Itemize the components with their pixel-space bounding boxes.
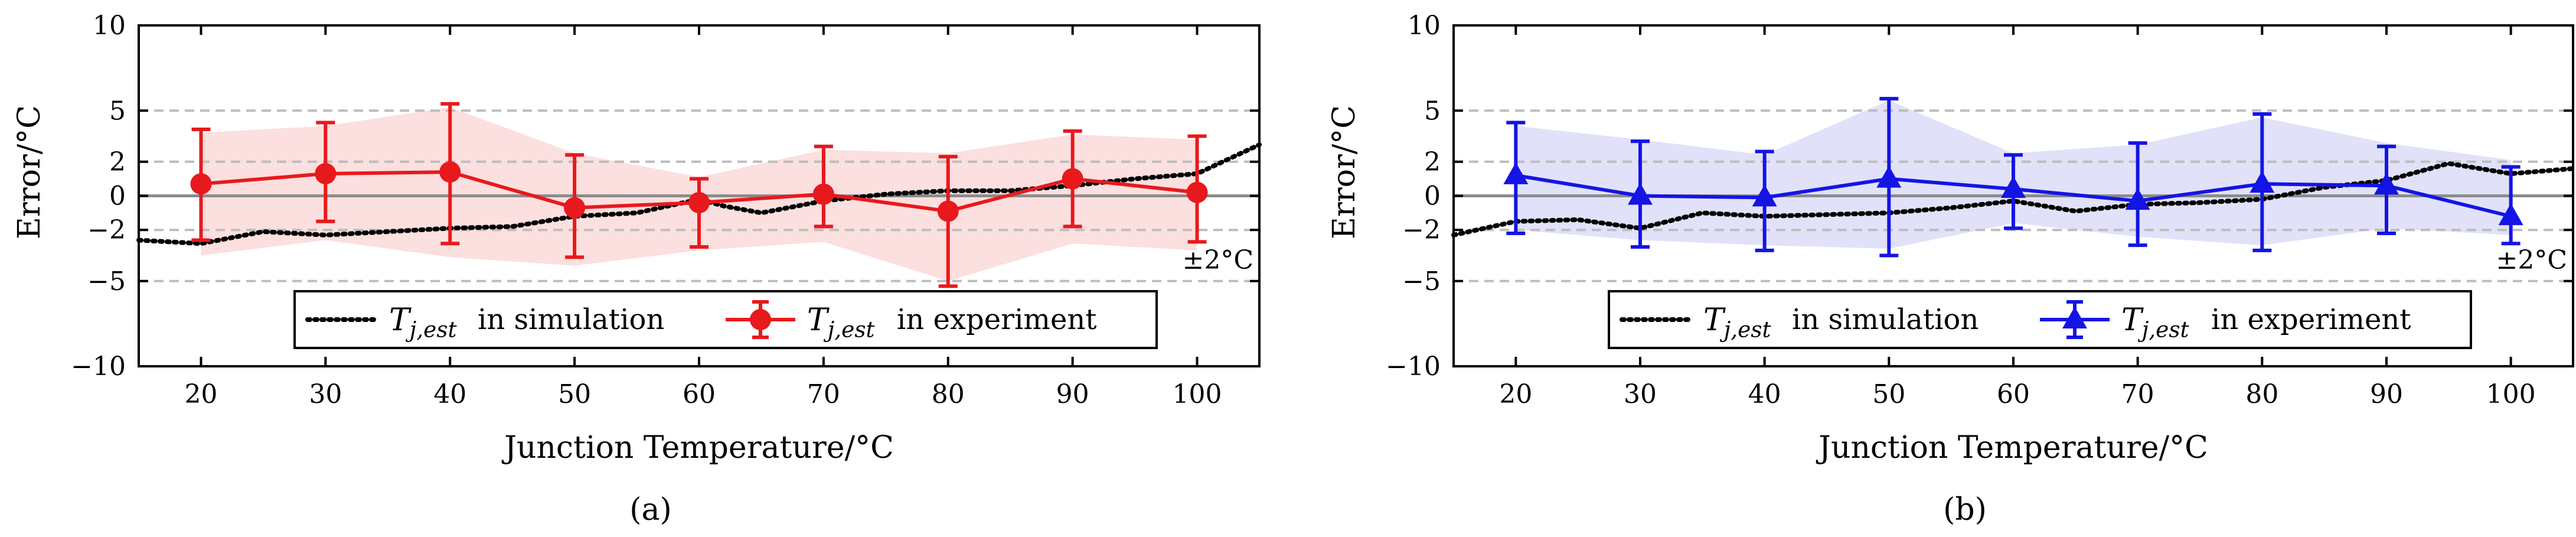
panel-b: −10 −5 −2 0 2 5 10 20 30 40 50 60 70 80 90 100 Junction …: [1327, 11, 2575, 466]
experiment-marker: [1752, 184, 1777, 207]
experiment-marker: [688, 192, 710, 214]
experiment-marker: [2249, 171, 2275, 193]
x-tick-label: 60: [1997, 379, 2030, 409]
y-tick-label: −10: [71, 352, 126, 382]
legend-symbol-simulation: Tj,est: [1703, 302, 1772, 342]
x-tick-label: 60: [683, 379, 716, 409]
legend-marker: [2062, 307, 2087, 328]
legend-label-simulation: in simulation: [478, 303, 664, 336]
y-tick-label: 5: [1424, 96, 1441, 126]
x-tick-label: 90: [2370, 379, 2403, 409]
experiment-marker: [2374, 173, 2399, 195]
x-tick-label: 80: [932, 379, 965, 409]
experiment-marker: [1186, 181, 1208, 203]
x-tick-label: 80: [2245, 379, 2278, 409]
x-axis-label: Junction Temperature/°C: [1816, 430, 2208, 466]
band-annotation: ±2°C: [2496, 245, 2567, 275]
y-tick-label: −5: [1402, 266, 1441, 297]
x-tick-label: 40: [433, 379, 466, 409]
experiment-marker: [2125, 188, 2150, 210]
x-tick-label: 30: [1624, 379, 1657, 409]
y-tick-label: 0: [109, 181, 126, 211]
experiment-marker: [812, 183, 834, 205]
legend-label-experiment: in experiment: [2211, 303, 2411, 336]
panel-label-a: (a): [629, 492, 672, 528]
y-tick-label: 2: [109, 147, 126, 177]
legend-label-experiment: in experiment: [897, 303, 1097, 336]
y-tick-label: 10: [93, 11, 126, 41]
legend-label-simulation: in simulation: [1792, 303, 1978, 336]
experiment-marker: [315, 162, 337, 184]
y-tick-label: −2: [87, 215, 126, 245]
x-tick-label: 40: [1748, 379, 1781, 409]
x-tick-label: 70: [807, 379, 840, 409]
x-tick-label: 70: [2121, 379, 2154, 409]
y-tick-label: 2: [1424, 147, 1441, 177]
y-tick-label: −5: [87, 266, 126, 297]
x-tick-label: 90: [1056, 379, 1089, 409]
y-axis-label: Error/°C: [1327, 105, 1362, 239]
x-tick-label: 30: [309, 379, 342, 409]
experiment-marker: [564, 197, 586, 219]
y-tick-label: −2: [1402, 215, 1441, 245]
experiment-marker: [1503, 162, 1529, 184]
x-axis-label: Junction Temperature/°C: [501, 430, 894, 466]
y-tick-label: −10: [1386, 352, 1441, 382]
experiment-marker: [1628, 183, 1653, 205]
panel-a: −10 −5 −2 0 2 5 10 20 30 40 50 60 70 80 90 100 Junction …: [12, 11, 1262, 466]
x-tick-label: 20: [184, 379, 217, 409]
y-axis-label: Error/°C: [12, 105, 47, 239]
band-annotation: ±2°C: [1182, 245, 1253, 275]
experiment-marker: [937, 200, 959, 222]
experiment-marker: [1876, 165, 1902, 188]
y-tick-label: 10: [1408, 11, 1441, 41]
experiment-marker: [190, 173, 212, 195]
experiment-marker: [2001, 175, 2026, 198]
x-tick-label: 100: [2486, 379, 2536, 409]
y-tick-label: 0: [1424, 181, 1441, 211]
x-tick-label: 50: [558, 379, 591, 409]
y-tick-label: 5: [109, 96, 126, 126]
x-tick-label: 50: [1872, 379, 1905, 409]
x-tick-label: 100: [1173, 379, 1222, 409]
legend-marker: [750, 309, 771, 330]
experiment-marker: [439, 161, 461, 183]
experiment-marker: [2498, 203, 2523, 226]
experiment-marker: [1062, 168, 1083, 190]
x-tick-label: 20: [1499, 379, 1532, 409]
panel-label-b: (b): [1943, 492, 1987, 528]
